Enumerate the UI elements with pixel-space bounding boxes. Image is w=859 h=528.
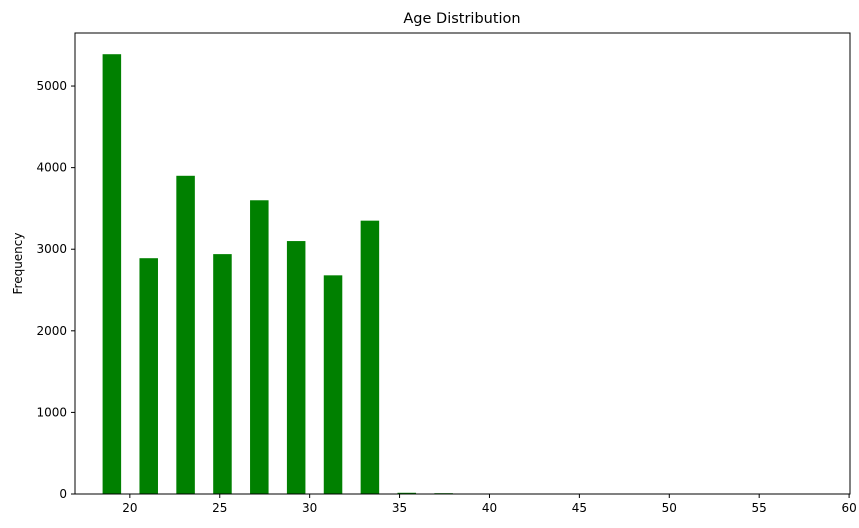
bar-5: [286, 241, 306, 494]
bars-group: [102, 54, 453, 495]
y-axis: 0 1000 2000 3000 4000 5000: [36, 79, 75, 501]
bar-7: [360, 220, 380, 494]
y-tick-label-0: 0: [59, 487, 67, 501]
bar-0: [102, 54, 122, 495]
bar-6: [323, 275, 343, 494]
x-axis: 20 25 30 35 40 45 50 55 60: [122, 494, 857, 515]
bar-4: [250, 200, 269, 494]
x-tick-label-30: 30: [302, 501, 317, 515]
x-tick-label-20: 20: [122, 501, 137, 515]
y-tick-label-5000: 5000: [36, 79, 67, 93]
bar-8: [397, 492, 417, 494]
bar-2: [176, 175, 195, 495]
plot-frame: [74, 32, 851, 495]
x-tick-label-25: 25: [212, 501, 227, 515]
x-tick-label-55: 55: [752, 501, 767, 515]
y-tick-label-4000: 4000: [36, 161, 67, 175]
y-tick-label-3000: 3000: [36, 242, 67, 256]
y-tick-label-1000: 1000: [36, 405, 67, 419]
chart-title: Age Distribution: [403, 11, 520, 27]
y-axis-title: Frequency: [11, 233, 25, 295]
y-tick-label-2000: 2000: [36, 324, 67, 338]
bar-3: [213, 254, 232, 494]
x-tick-label-35: 35: [392, 501, 407, 515]
x-tick-label-45: 45: [572, 501, 587, 515]
x-tick-label-40: 40: [482, 501, 497, 515]
x-tick-label-60: 60: [841, 501, 856, 515]
bar-1: [139, 258, 158, 494]
x-tick-label-50: 50: [662, 501, 677, 515]
